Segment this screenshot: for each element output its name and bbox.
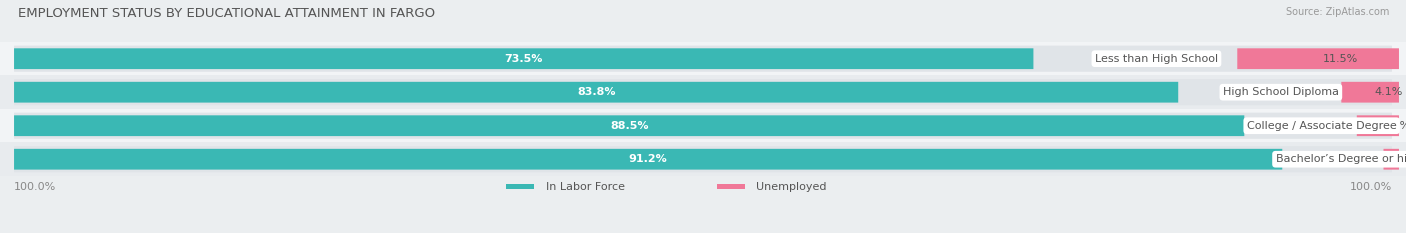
Text: 73.5%: 73.5% [505, 54, 543, 64]
Text: Bachelor’s Degree or higher: Bachelor’s Degree or higher [1275, 154, 1406, 164]
Bar [0, 142, 1406, 176]
Text: Less than High School: Less than High School [1095, 54, 1218, 64]
Text: 91.2%: 91.2% [628, 154, 668, 164]
Bar [717, 184, 745, 189]
Text: Source: ZipAtlas.com: Source: ZipAtlas.com [1285, 7, 1389, 17]
Text: 100.0%: 100.0% [1350, 182, 1392, 192]
Text: 4.1%: 4.1% [1375, 87, 1403, 97]
FancyBboxPatch shape [14, 82, 1178, 103]
FancyBboxPatch shape [14, 79, 1392, 105]
FancyBboxPatch shape [14, 113, 1392, 139]
Bar [0, 109, 1406, 142]
FancyBboxPatch shape [14, 48, 1033, 69]
FancyBboxPatch shape [1384, 149, 1399, 170]
Bar [506, 184, 534, 189]
Bar [0, 42, 1406, 75]
Text: In Labor Force: In Labor Force [546, 182, 624, 192]
Bar [0, 75, 1406, 109]
Text: 3.0%: 3.0% [1382, 121, 1406, 131]
FancyBboxPatch shape [14, 149, 1282, 170]
Text: 88.5%: 88.5% [610, 121, 648, 131]
FancyBboxPatch shape [14, 146, 1392, 172]
Text: Unemployed: Unemployed [756, 182, 827, 192]
FancyBboxPatch shape [1357, 115, 1399, 136]
FancyBboxPatch shape [14, 115, 1244, 136]
FancyBboxPatch shape [14, 46, 1392, 72]
Text: 83.8%: 83.8% [576, 87, 616, 97]
FancyBboxPatch shape [1341, 82, 1399, 103]
Text: High School Diploma: High School Diploma [1223, 87, 1339, 97]
Text: EMPLOYMENT STATUS BY EDUCATIONAL ATTAINMENT IN FARGO: EMPLOYMENT STATUS BY EDUCATIONAL ATTAINM… [18, 7, 436, 20]
Text: 100.0%: 100.0% [14, 182, 56, 192]
Text: 1.1%: 1.1% [1396, 154, 1406, 164]
FancyBboxPatch shape [1237, 48, 1399, 69]
Text: College / Associate Degree: College / Associate Degree [1247, 121, 1396, 131]
Text: 11.5%: 11.5% [1323, 54, 1358, 64]
